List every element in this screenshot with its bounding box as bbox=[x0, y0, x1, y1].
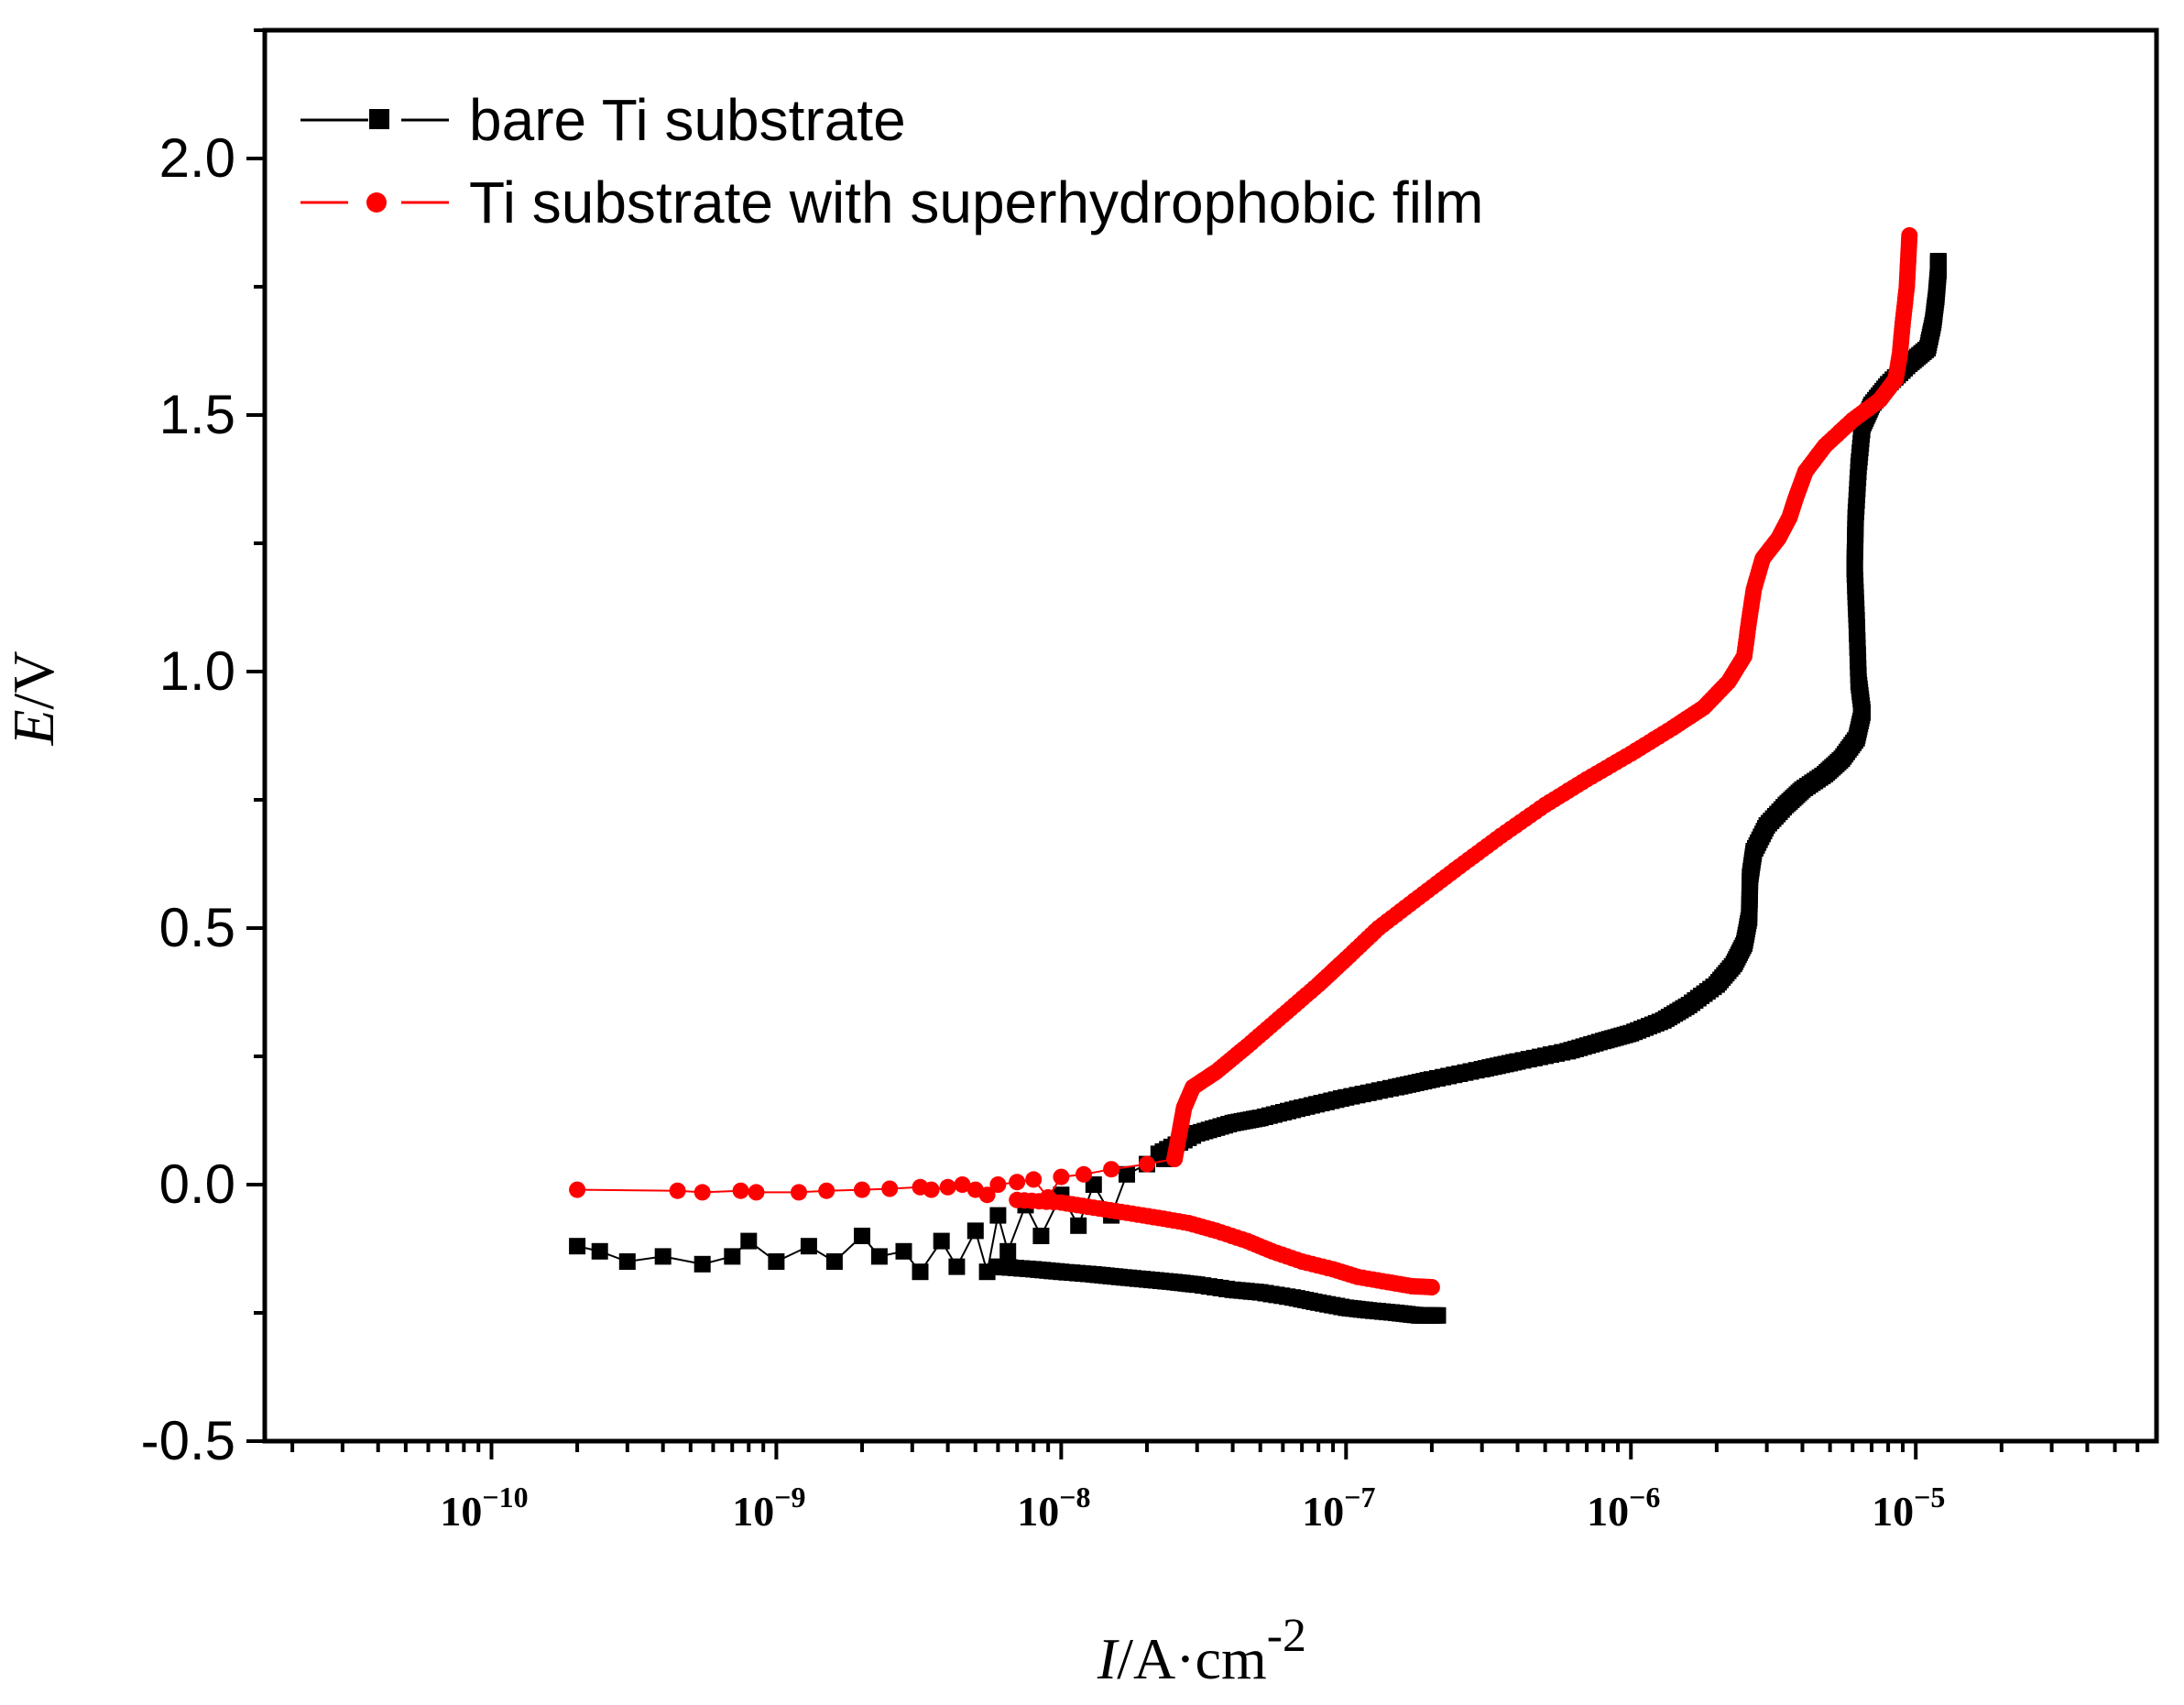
data-point-circle bbox=[1025, 1171, 1043, 1188]
data-point-circle bbox=[954, 1176, 971, 1193]
x-tick-exponent: −7 bbox=[1344, 1481, 1375, 1514]
x-tick-exponent: −10 bbox=[482, 1481, 528, 1514]
data-point-circle bbox=[978, 1186, 996, 1204]
data-point-square bbox=[618, 1253, 636, 1270]
series-bare-ti bbox=[569, 253, 1947, 1324]
data-point-circle bbox=[818, 1182, 835, 1199]
data-point-circle bbox=[791, 1184, 807, 1201]
data-point-circle bbox=[1053, 1168, 1070, 1186]
data-point-circle bbox=[939, 1178, 956, 1196]
legend-square-marker bbox=[369, 109, 389, 129]
data-point-circle bbox=[569, 1181, 586, 1198]
data-point-square bbox=[800, 1238, 817, 1255]
data-point-circle bbox=[881, 1180, 899, 1197]
data-point-square bbox=[1032, 1228, 1050, 1244]
x-tick-label: 10−10 bbox=[440, 1481, 528, 1535]
x-tick-exponent: −9 bbox=[774, 1481, 805, 1514]
x-tick-exponent: −6 bbox=[1629, 1481, 1660, 1514]
x-axis-title: I/A·cm-2 bbox=[1097, 1610, 1306, 1691]
data-point-circle bbox=[732, 1182, 749, 1199]
x-tick-base: 10 bbox=[440, 1488, 482, 1535]
series-superhydrophobic bbox=[569, 227, 1918, 1295]
data-point-square bbox=[933, 1232, 950, 1250]
data-point-circle bbox=[1103, 1161, 1120, 1178]
data-point-circle bbox=[1009, 1191, 1026, 1208]
data-point-square bbox=[724, 1248, 741, 1265]
data-point-square bbox=[1929, 253, 1947, 269]
data-point-square bbox=[693, 1255, 711, 1273]
data-point-circle bbox=[693, 1184, 711, 1201]
plot-frame bbox=[262, 27, 2159, 1444]
data-point-circle bbox=[1139, 1155, 1155, 1173]
data-point-circle bbox=[989, 1176, 1007, 1193]
data-point-square bbox=[1085, 1176, 1102, 1193]
data-point-square bbox=[591, 1242, 608, 1260]
data-point-circle bbox=[669, 1182, 686, 1199]
x-tick-label: 10−5 bbox=[1872, 1481, 1945, 1535]
x-axis-unit: /A·cm bbox=[1117, 1626, 1267, 1691]
data-point-square bbox=[740, 1232, 758, 1250]
legend-item-bare-ti: bare Ti substrate bbox=[300, 87, 906, 153]
data-point-circle bbox=[854, 1181, 870, 1198]
data-point-square bbox=[654, 1248, 672, 1265]
x-axis-exp: -2 bbox=[1267, 1610, 1306, 1662]
x-tick-exponent: −5 bbox=[1914, 1481, 1945, 1514]
y-tick-label: 1.0 bbox=[159, 640, 235, 702]
y-tick-label: 0.0 bbox=[159, 1153, 235, 1215]
x-tick-label: 10−8 bbox=[1017, 1481, 1090, 1535]
y-tick-label: 2.0 bbox=[159, 127, 235, 189]
axis-layer: -0.50.00.51.01.52.010−10 10−9 10−8 10−7 10−6… bbox=[141, 28, 2140, 1535]
data-point-square bbox=[948, 1258, 966, 1275]
x-tick-exponent: −8 bbox=[1059, 1481, 1090, 1514]
data-point-square bbox=[1119, 1165, 1135, 1183]
data-point-square bbox=[912, 1263, 929, 1281]
data-point-square bbox=[569, 1238, 586, 1255]
svg-text:E/V: E/V bbox=[1, 650, 66, 746]
data-point-square bbox=[966, 1222, 984, 1240]
y-tick-label: -0.5 bbox=[141, 1410, 235, 1471]
x-axis-var: I bbox=[1097, 1626, 1119, 1691]
data-point-square bbox=[1070, 1217, 1087, 1234]
data-point-circle bbox=[1901, 227, 1918, 244]
y-axis-title: E/V bbox=[1, 650, 66, 746]
data-layer bbox=[569, 227, 1947, 1324]
legend-label-bare-ti: bare Ti substrate bbox=[469, 87, 906, 153]
legend-item-superhydrophobic: Ti substrate with superhydrophobic film bbox=[300, 169, 1483, 235]
x-tick-label: 10−9 bbox=[732, 1481, 805, 1535]
y-axis-var: E bbox=[1, 709, 66, 746]
data-point-square bbox=[895, 1242, 912, 1260]
x-tick-label: 10−6 bbox=[1587, 1481, 1660, 1535]
y-axis-unit: /V bbox=[1, 650, 66, 709]
data-point-square bbox=[768, 1253, 785, 1270]
x-tick-base: 10 bbox=[1872, 1488, 1914, 1535]
data-point-square bbox=[854, 1228, 870, 1244]
data-point-square bbox=[825, 1253, 843, 1270]
data-point-circle bbox=[748, 1184, 765, 1201]
x-tick-base: 10 bbox=[1302, 1488, 1344, 1535]
data-point-square bbox=[999, 1242, 1017, 1260]
x-tick-base: 10 bbox=[1017, 1488, 1059, 1535]
x-tick-label: 10−7 bbox=[1302, 1481, 1375, 1535]
data-point-circle bbox=[1009, 1174, 1026, 1191]
y-tick-label: 1.5 bbox=[159, 384, 235, 445]
y-tick-label: 0.5 bbox=[159, 897, 235, 958]
x-tick-base: 10 bbox=[1587, 1488, 1629, 1535]
legend: bare Ti substrate Ti substrate with supe… bbox=[300, 87, 1483, 235]
x-tick-base: 10 bbox=[732, 1488, 774, 1535]
legend-circle-marker bbox=[366, 192, 387, 213]
data-point-square bbox=[989, 1258, 1007, 1275]
data-point-square bbox=[870, 1248, 888, 1265]
data-point-circle bbox=[923, 1181, 940, 1198]
legend-label-superhydrophobic: Ti substrate with superhydrophobic film bbox=[469, 169, 1483, 235]
data-point-circle bbox=[1076, 1165, 1092, 1183]
data-point-square bbox=[989, 1207, 1007, 1224]
